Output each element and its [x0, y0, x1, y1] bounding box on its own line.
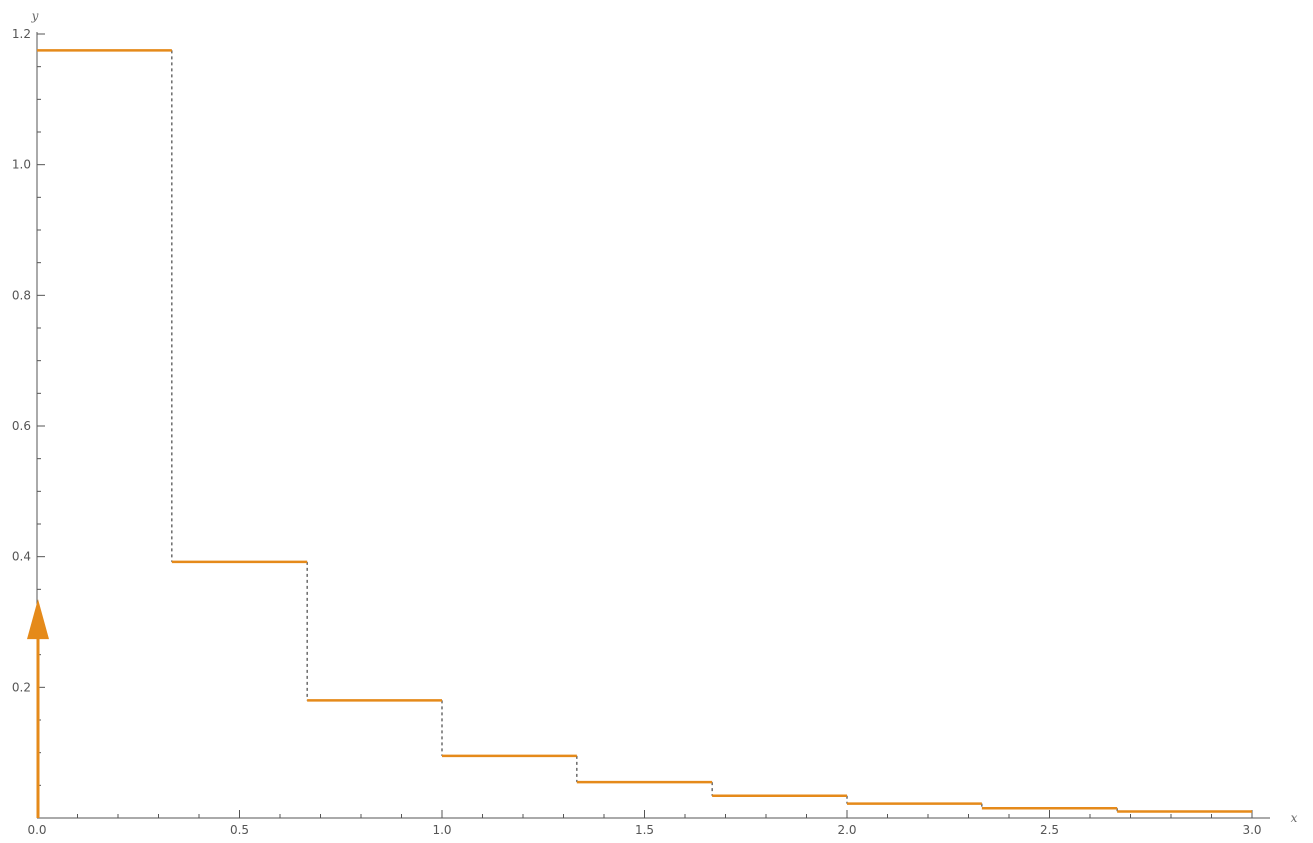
step-risers [171, 50, 1118, 812]
x-tick-label: 2.5 [1040, 823, 1059, 837]
y-tick-label: 0.2 [12, 680, 31, 694]
labels: 0.0 0.5 1.0 1.5 2.0 2.5 3.0 0.2 0.4 0.6 0.8 1.0 1.2 x… [12, 9, 1298, 837]
x-tick-label: 0.5 [230, 823, 249, 837]
y-tick-label: 0.6 [12, 419, 31, 433]
x-axis-label: x [1291, 811, 1298, 825]
step-series [37, 49, 1252, 813]
impulse-arrow-head [27, 599, 49, 640]
x-tick-label: 0.0 [27, 823, 46, 837]
x-tick-label: 1.5 [635, 823, 654, 837]
y-axis-label: y [31, 9, 39, 23]
ticks [36, 33, 1253, 818]
axes [36, 32, 1270, 819]
x-tick-label: 2.0 [837, 823, 856, 837]
x-tick-label: 1.0 [432, 823, 451, 837]
impulse-arrows [27, 599, 49, 818]
y-tick-label: 0.4 [12, 550, 31, 564]
y-tick-label: 1.0 [12, 158, 31, 172]
y-tick-label: 1.2 [12, 27, 31, 41]
x-tick-label: 3.0 [1242, 823, 1261, 837]
y-tick-label: 0.8 [12, 288, 31, 302]
